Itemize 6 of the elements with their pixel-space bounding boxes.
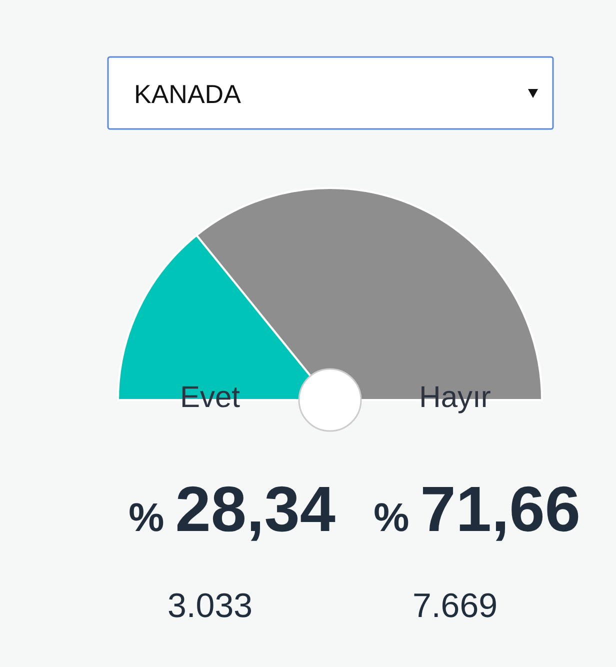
dropdown: KANADA <box>107 56 554 130</box>
data-label: % 71,66 <box>374 473 580 545</box>
chart-title: KANADA <box>134 79 242 109</box>
text: 3.033 <box>167 587 253 625</box>
data-label: % 28,34 <box>128 473 336 545</box>
text: 7.669 <box>412 587 498 625</box>
